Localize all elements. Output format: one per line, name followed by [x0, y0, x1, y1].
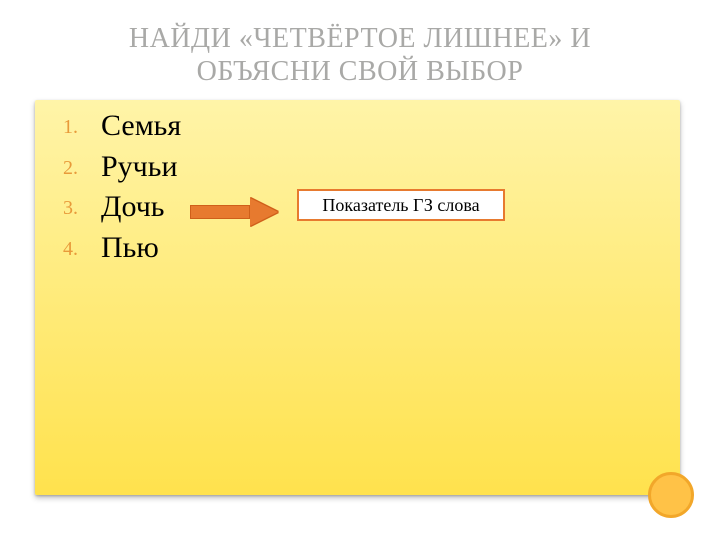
- title-line-2: ОБЪЯСНИ СВОЙ ВЫБОР: [197, 56, 524, 87]
- list-item: Пью: [63, 228, 652, 269]
- slide-title: НАЙДИ «ЧЕТВЁРТОЕ ЛИШНЕЕ» И ОБЪЯСНИ СВОЙ …: [0, 22, 720, 88]
- arrow-head: [250, 198, 278, 226]
- list-item-text: Дочь: [101, 190, 164, 223]
- decorative-circle-icon: [648, 472, 694, 518]
- list-item: Ручьи: [63, 147, 652, 188]
- list-item-text: Ручьи: [101, 150, 178, 183]
- annotation-label-text: Показатель ГЗ слова: [322, 195, 479, 216]
- list-item: Семья: [63, 106, 652, 147]
- content-box: Семья Ручьи Дочь Пью: [35, 100, 680, 495]
- title-line-1: НАЙДИ «ЧЕТВЁРТОЕ ЛИШНЕЕ» И: [129, 23, 591, 54]
- word-list: Семья Ручьи Дочь Пью: [63, 106, 652, 268]
- slide: НАЙДИ «ЧЕТВЁРТОЕ ЛИШНЕЕ» И ОБЪЯСНИ СВОЙ …: [0, 0, 720, 540]
- list-item-text: Пью: [101, 231, 159, 264]
- annotation-label: Показатель ГЗ слова: [297, 189, 505, 221]
- list-item-text: Семья: [101, 109, 181, 142]
- arrow-shaft: [190, 205, 250, 219]
